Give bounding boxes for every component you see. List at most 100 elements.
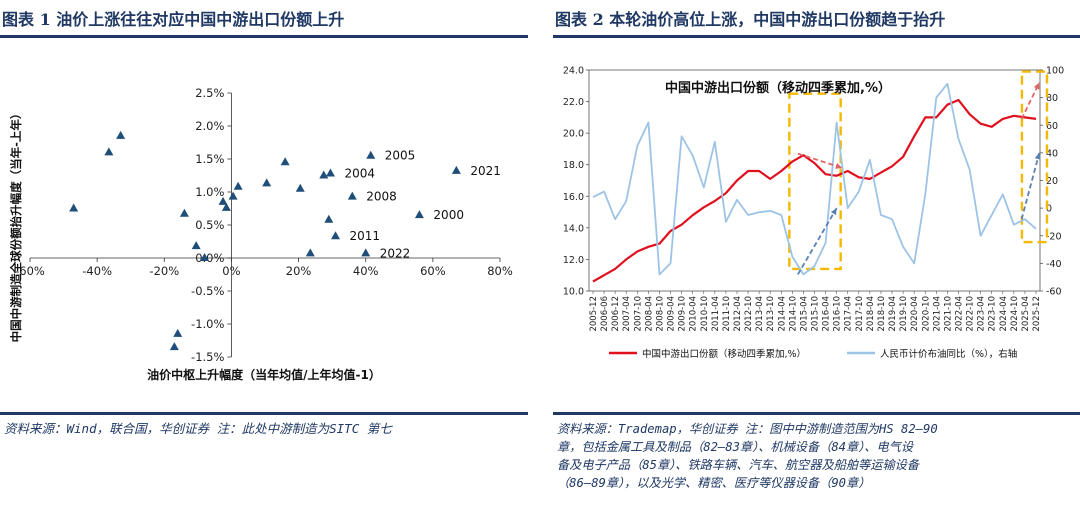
x-tick-label: 2012-04: [733, 296, 743, 332]
x-tick-label: 2007-04: [622, 296, 632, 332]
x-tick-label: 2008-10: [655, 296, 665, 332]
point-label: 2000: [433, 208, 464, 222]
right-y-tick-label: 40: [1046, 148, 1058, 159]
x-tick-label: 2017-10: [855, 296, 865, 332]
x-tick-label: 2010-04: [689, 296, 699, 332]
scatter-point: [116, 130, 126, 139]
left-y-tick-label: 10.0: [563, 287, 584, 298]
point-label: 2021: [470, 164, 501, 178]
x-tick-label: 2005-12: [589, 296, 599, 332]
x-tick-label: 0%: [222, 264, 240, 278]
x-tick-label: 2023-10: [988, 296, 998, 332]
x-tick-label: 2016-04: [822, 296, 832, 332]
trend-arrow: [797, 207, 838, 275]
point-label: 2004: [344, 167, 375, 181]
trend-arrow: [1020, 82, 1041, 120]
x-tick-label: 2010-10: [700, 296, 710, 332]
right-source-note: 资料来源：Trademap，华创证券 注：图中中游制造范围为HS 82—90 章…: [557, 420, 1080, 492]
x-axis-title: 油价中枢上升幅度（当年均值/上年均值-1）: [147, 367, 381, 382]
x-tick-label: 2018-10: [877, 296, 887, 332]
x-tick-label: 2024-10: [1010, 296, 1020, 332]
y-tick-label: 0.0%: [195, 251, 224, 265]
scatter-point: [173, 328, 183, 337]
right-top-rule: [553, 35, 1080, 38]
point-label: 2008: [366, 190, 397, 204]
scatter-point: [325, 168, 335, 177]
scatter-point: [295, 183, 305, 192]
right-figure-title: 图表 2 本轮油价高位上涨，中国中游出口份额趋于抬升: [555, 10, 946, 29]
scatter-point: [233, 181, 243, 190]
x-tick-label: 2022-04: [954, 296, 964, 332]
scatter-point: [414, 210, 424, 219]
left-y-tick-label: 16.0: [563, 192, 584, 203]
highlight-box: [788, 92, 842, 271]
left-top-rule: [0, 35, 528, 38]
left-panel: 图表 1 油价上涨往往对应中国中游出口份额上升 -60% -40% -20% 0% 20…: [0, 0, 528, 529]
scatter-point: [324, 214, 334, 223]
point-label: 2022: [380, 246, 411, 260]
right-source-line: 资料来源：Trademap，华创证券 注：图中中游制造范围为HS 82—90: [557, 422, 938, 436]
scatter-point: [331, 231, 340, 240]
right-y-tick-label: 20: [1046, 176, 1058, 187]
x-tick-label: 2009-10: [678, 296, 688, 332]
right-y-tick-label: -60: [1046, 287, 1062, 298]
left-y-tick-label: 18.0: [563, 160, 584, 171]
point-label: 2011: [350, 229, 381, 243]
y-tick-label: 2.5%: [195, 86, 224, 100]
x-tick-label: 2021-04: [932, 296, 942, 332]
point-label: 2005: [385, 149, 416, 163]
y-tick-label: -0.5%: [191, 284, 224, 298]
right-panel: 图表 2 本轮油价高位上涨，中国中游出口份额趋于抬升 10.0 12.0 14.0 1…: [553, 0, 1080, 529]
scatter-point: [361, 248, 371, 257]
right-y-tick-label: 60: [1046, 121, 1058, 132]
scatter-point: [169, 342, 179, 351]
arrow-head: [1034, 152, 1041, 160]
scatter-point: [179, 208, 189, 217]
x-tick-label: 2013-04: [755, 296, 765, 332]
x-tick-label: 2012-10: [744, 296, 754, 332]
x-tick-label: 2013-10: [766, 296, 776, 332]
x-tick-label: 2014-10: [788, 296, 798, 332]
scatter-point: [200, 253, 210, 261]
y-tick-label: 1.0%: [195, 185, 224, 199]
x-tick-label: 2015-04: [799, 296, 809, 332]
right-y-tick-label: -40: [1046, 259, 1062, 270]
legend-label: 中国中游出口份额（移动四季累加,%）: [642, 348, 806, 360]
y-tick-label: 2.0%: [195, 119, 224, 133]
left-y-tick-label: 20.0: [563, 129, 584, 140]
left-y-tick-label: 14.0: [563, 223, 584, 234]
series-line: [592, 82, 1037, 276]
right-y-tick-label: 100: [1046, 66, 1064, 77]
x-tick-label: 2017-04: [844, 296, 854, 332]
x-tick-label: 2014-04: [777, 296, 787, 332]
x-tick-label: 2015-10: [811, 296, 821, 332]
x-tick-label: 2025-04: [1021, 296, 1031, 332]
right-source-line: 章，包括金属工具及制品（82—83章）、机械设备（84章）、电气设: [557, 440, 914, 454]
left-source-note: 资料来源：Wind，联合国，华创证券 注：此处中游制造为SITC 第七: [4, 421, 392, 436]
x-tick-label: 2006-06: [600, 296, 610, 332]
x-tick-label: -40%: [82, 264, 112, 278]
x-tick-label: 2025-12: [1032, 296, 1042, 332]
x-tick-label: 40%: [353, 264, 379, 278]
right-y-tick-label: 80: [1046, 93, 1058, 104]
arrow-head: [1033, 82, 1040, 90]
scatter-point: [319, 170, 329, 179]
scatter-point: [221, 202, 231, 211]
x-tick-label: 80%: [487, 264, 513, 278]
right-source-line: （86—89章），以及光学、精密、医疗等仪器设备（90章）: [557, 476, 871, 490]
y-tick-label: -1.5%: [191, 350, 224, 364]
x-tick-label: 2024-04: [999, 296, 1009, 332]
x-tick-label: -60%: [15, 264, 45, 278]
left-y-tick-label: 12.0: [563, 255, 584, 266]
scatter-point: [366, 150, 376, 159]
scatter-point: [218, 196, 228, 205]
x-tick-label: -20%: [149, 264, 179, 278]
x-tick-label: 2022-10: [966, 296, 976, 332]
legend-label: 人民币计价布油同比（%），右轴: [880, 348, 1017, 360]
trend-arrow: [1020, 152, 1041, 220]
scatter-chart: -60% -40% -20% 0% 20% 40% 60% 80% -1.5% -1.0% -0.5…: [9, 86, 513, 382]
x-tick-label: 2016-10: [833, 296, 843, 332]
x-tick-label: 2011-04: [711, 296, 721, 332]
left-y-tick-label: 22.0: [563, 97, 584, 108]
y-tick-label: -1.0%: [191, 317, 224, 331]
